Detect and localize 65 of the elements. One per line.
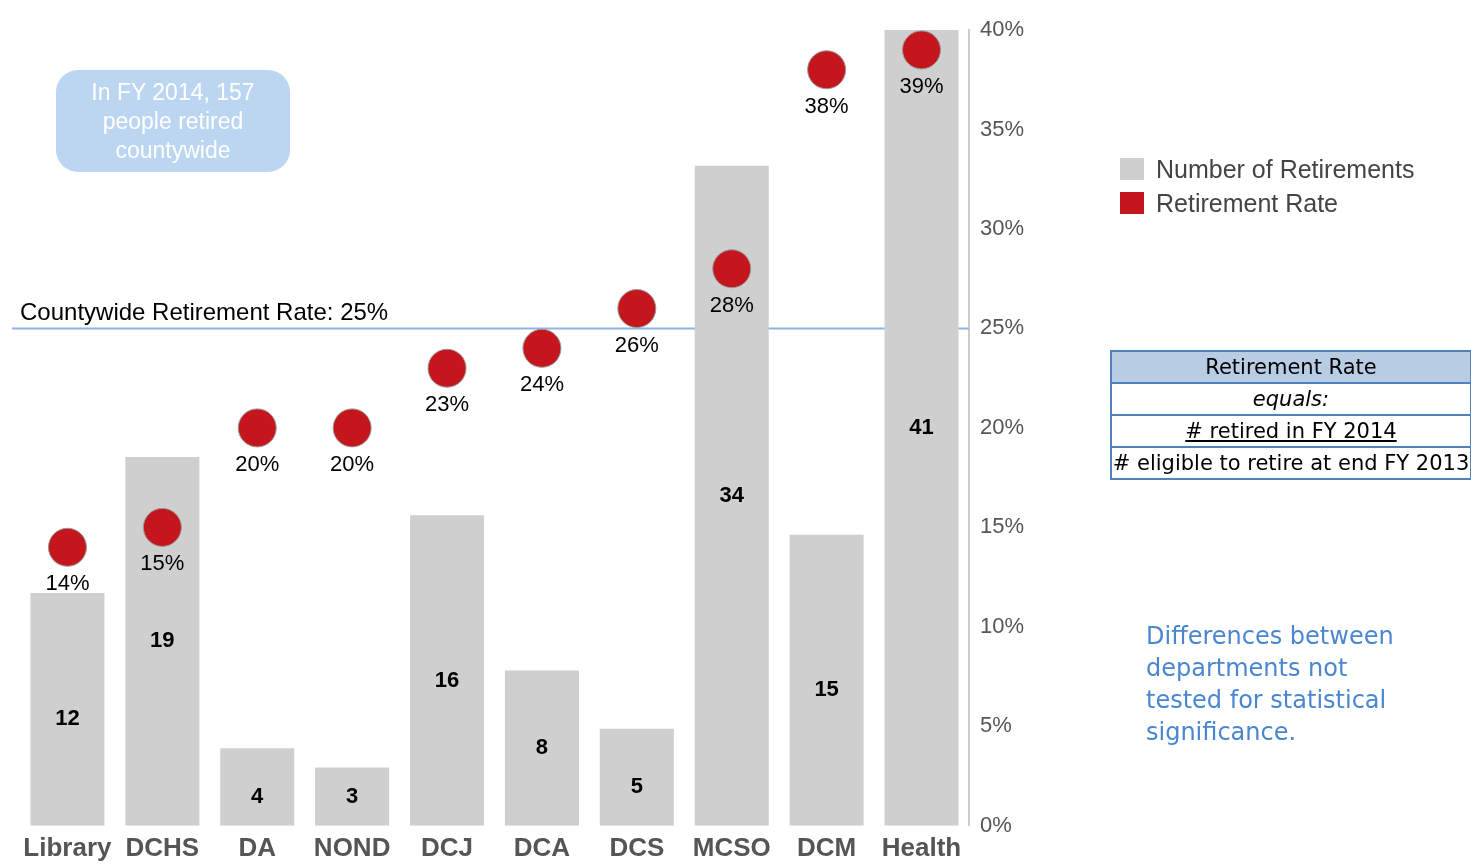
- bar: [884, 30, 959, 826]
- data-label: 38%: [804, 92, 849, 118]
- legend-label: Retirement Rate: [1156, 188, 1339, 218]
- data-label: 34: [719, 481, 745, 507]
- point: [902, 30, 942, 70]
- data-label: 20%: [235, 450, 280, 476]
- x-tick-label: MCSO: [692, 831, 771, 862]
- x-tick-label: DCM: [797, 831, 857, 862]
- bar: [125, 457, 200, 826]
- data-label: 15: [814, 676, 839, 702]
- data-label: 14%: [45, 570, 90, 596]
- ref-line-label: Countywide Retirement Rate: 25%: [20, 298, 389, 326]
- x-tick-label: NOND: [313, 831, 391, 862]
- rounded-text-box: In FY 2014, 157 people retired countywide: [56, 70, 290, 172]
- point: [617, 289, 657, 329]
- y2-tick-label: 25%: [979, 314, 1025, 340]
- point: [427, 348, 467, 388]
- y2-tick-label: 5%: [979, 712, 1012, 738]
- data-label: 20%: [330, 450, 375, 476]
- point: [522, 328, 562, 368]
- bar: [504, 670, 579, 826]
- x-tick-label: DCHS: [125, 831, 200, 862]
- data-label: 26%: [614, 331, 659, 357]
- data-label: 15%: [140, 550, 185, 576]
- data-label: 41: [909, 413, 934, 439]
- x-tick-label: Health: [881, 831, 962, 862]
- y2-tick-label: 35%: [979, 115, 1025, 141]
- x-tick-label: DCS: [609, 831, 665, 862]
- y2-tick-label: 30%: [979, 215, 1025, 241]
- data-label: 39%: [899, 72, 944, 98]
- data-label: 8: [535, 734, 549, 760]
- data-label: 12: [55, 705, 80, 731]
- y2-tick-label: 0%: [979, 811, 1012, 837]
- bar: [789, 534, 864, 826]
- text: Differences between departments not tested for statistical significance.: [1146, 621, 1395, 748]
- data-label: 24%: [519, 371, 564, 397]
- y2-tick-label: 10%: [979, 612, 1025, 638]
- x-tick-label: DCJ: [421, 831, 474, 862]
- point: [712, 249, 752, 289]
- bar: [410, 515, 485, 826]
- formula-table: Retirement Rate equals: # retired in FY 2014 # eligible to retire at end FY 2013: [1110, 350, 1471, 480]
- point: [142, 507, 182, 547]
- data-label: 23%: [425, 391, 470, 417]
- data-label: 4: [251, 783, 265, 809]
- point: [807, 50, 847, 90]
- x-tick-label: DA: [238, 831, 277, 862]
- point: [47, 527, 87, 567]
- data-label: 5: [630, 773, 643, 799]
- legend-label: Number of Retirements: [1156, 154, 1415, 184]
- x-tick-label: DCA: [513, 831, 571, 862]
- point: [332, 408, 372, 448]
- data-label: 19: [150, 627, 175, 653]
- data-label: 16: [434, 666, 460, 692]
- bar: [30, 592, 105, 826]
- y2-tick-label: 40%: [979, 16, 1025, 42]
- data-label: 3: [346, 782, 359, 808]
- bar: [220, 748, 295, 826]
- y2-tick-label: 15%: [979, 513, 1025, 539]
- data-label: 28%: [709, 291, 754, 317]
- x-tick-label: Library: [23, 831, 113, 862]
- y2-tick-label: 20%: [979, 413, 1025, 439]
- bar: [694, 165, 769, 826]
- bar: [599, 728, 674, 826]
- point: [237, 408, 277, 448]
- bar: [315, 767, 390, 826]
